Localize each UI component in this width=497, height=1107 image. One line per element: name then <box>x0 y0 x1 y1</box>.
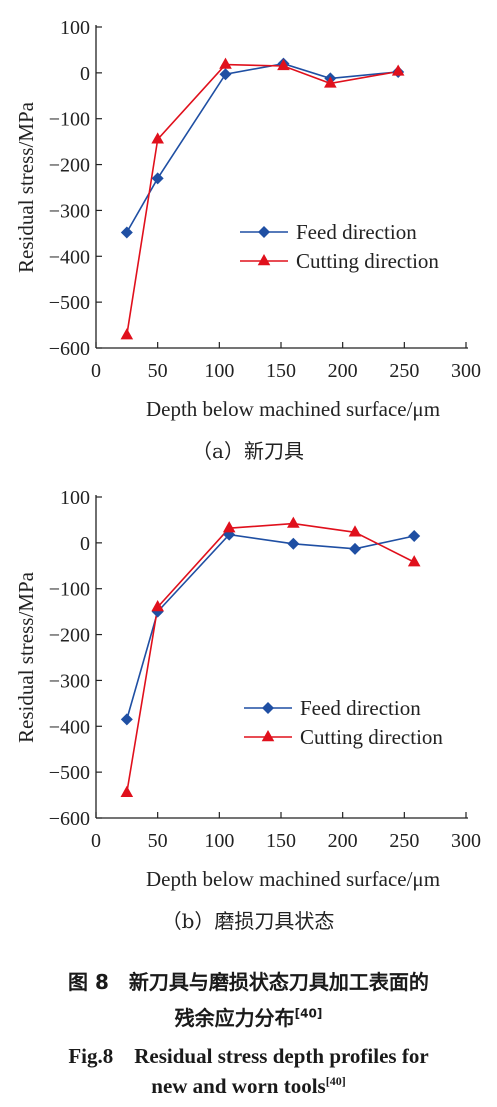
figure-caption-en-line2: new and worn tools[40] <box>0 1074 497 1099</box>
series-line-cutting-direction <box>126 63 399 336</box>
data-point-feed-direction <box>223 528 236 541</box>
x-tick-label: 200 <box>328 360 358 382</box>
figure-caption-en-line1: Fig.8 Residual stress depth profiles for <box>68 1044 429 1068</box>
sub-caption: （b）磨损刀具状态 <box>162 909 335 933</box>
y-tick-label: −500 <box>49 292 90 314</box>
y-axis-label: Residual stress/MPa <box>14 101 38 273</box>
y-tick-label: −600 <box>49 338 90 360</box>
x-tick-label: 250 <box>389 360 419 382</box>
legend-marker <box>261 730 275 742</box>
data-point-feed-direction <box>151 605 164 618</box>
x-tick-label: 100 <box>204 360 234 382</box>
y-tick-label: −300 <box>49 670 90 692</box>
x-tick-label: 50 <box>148 360 168 382</box>
data-point-cutting-direction <box>287 516 300 528</box>
x-tick-label: 300 <box>451 830 481 852</box>
x-tick-label: 0 <box>91 360 101 382</box>
x-tick-label: 50 <box>148 830 168 852</box>
legend-label: Feed direction <box>296 220 417 244</box>
y-tick-label: −500 <box>49 762 90 784</box>
data-point-cutting-direction <box>120 328 134 340</box>
x-tick-label: 250 <box>389 830 419 852</box>
figure-caption-cn-line2: 残余应力分布[40] <box>0 1002 497 1031</box>
figure-caption-en-ref: [40] <box>325 1074 346 1088</box>
series-line-cutting-direction <box>126 522 415 793</box>
data-point-feed-direction <box>349 542 361 555</box>
data-point-feed-direction <box>151 172 164 185</box>
y-tick-label: −600 <box>49 808 90 830</box>
x-tick-label: 200 <box>328 830 358 852</box>
y-tick-label: −400 <box>49 246 90 268</box>
series-line-feed-direction <box>126 533 415 720</box>
data-point-feed-direction <box>408 529 421 542</box>
x-tick-label: 300 <box>451 360 481 382</box>
figure-caption-en-text: new and worn tools <box>151 1074 326 1098</box>
data-point-cutting-direction <box>324 76 337 88</box>
x-tick-label: 0 <box>91 830 101 852</box>
figure-caption-cn-text: 残余应力分布 <box>174 1006 295 1030</box>
data-point-feed-direction <box>287 537 300 550</box>
legend-label: Cutting direction <box>296 249 439 273</box>
legend-marker <box>258 226 270 238</box>
data-point-cutting-direction <box>219 57 232 69</box>
data-point-cutting-direction <box>277 58 290 71</box>
data-point-feed-direction <box>120 226 133 239</box>
y-tick-label: −300 <box>49 200 90 222</box>
data-point-cutting-direction <box>391 64 405 76</box>
y-tick-label: 0 <box>80 533 90 555</box>
x-axis-label: Depth below machined surface/μm <box>146 867 440 891</box>
y-tick-label: 100 <box>60 17 90 39</box>
legend-marker <box>257 254 271 266</box>
data-point-cutting-direction <box>407 555 421 567</box>
legend-label: Cutting direction <box>300 725 443 749</box>
series-line-feed-direction <box>126 62 399 233</box>
y-axis-label: Residual stress/MPa <box>14 571 38 743</box>
legend-label: Feed direction <box>300 696 421 720</box>
figure-caption-cn-line1: 图 8 新刀具与磨损状态刀具加工表面的 <box>68 970 429 994</box>
data-point-cutting-direction <box>348 525 362 537</box>
y-tick-label: −100 <box>49 579 90 601</box>
x-tick-label: 100 <box>204 830 234 852</box>
y-tick-label: −400 <box>49 716 90 738</box>
sub-caption: （a）新刀具 <box>192 439 304 463</box>
data-point-feed-direction <box>120 713 133 726</box>
x-tick-label: 150 <box>266 360 296 382</box>
y-tick-label: 0 <box>80 63 90 85</box>
data-point-feed-direction <box>219 68 232 81</box>
data-point-cutting-direction <box>120 785 134 797</box>
data-point-cutting-direction <box>222 521 236 533</box>
y-tick-label: 100 <box>60 487 90 509</box>
data-point-cutting-direction <box>151 132 164 144</box>
x-tick-label: 150 <box>266 830 296 852</box>
figure-caption-cn-ref: [40] <box>294 1006 323 1021</box>
x-axis-label: Depth below machined surface/μm <box>146 397 440 421</box>
y-tick-label: −200 <box>49 155 90 177</box>
y-tick-label: −200 <box>49 625 90 647</box>
legend-marker <box>262 702 274 714</box>
data-point-cutting-direction <box>151 600 164 612</box>
y-tick-label: −100 <box>49 109 90 131</box>
